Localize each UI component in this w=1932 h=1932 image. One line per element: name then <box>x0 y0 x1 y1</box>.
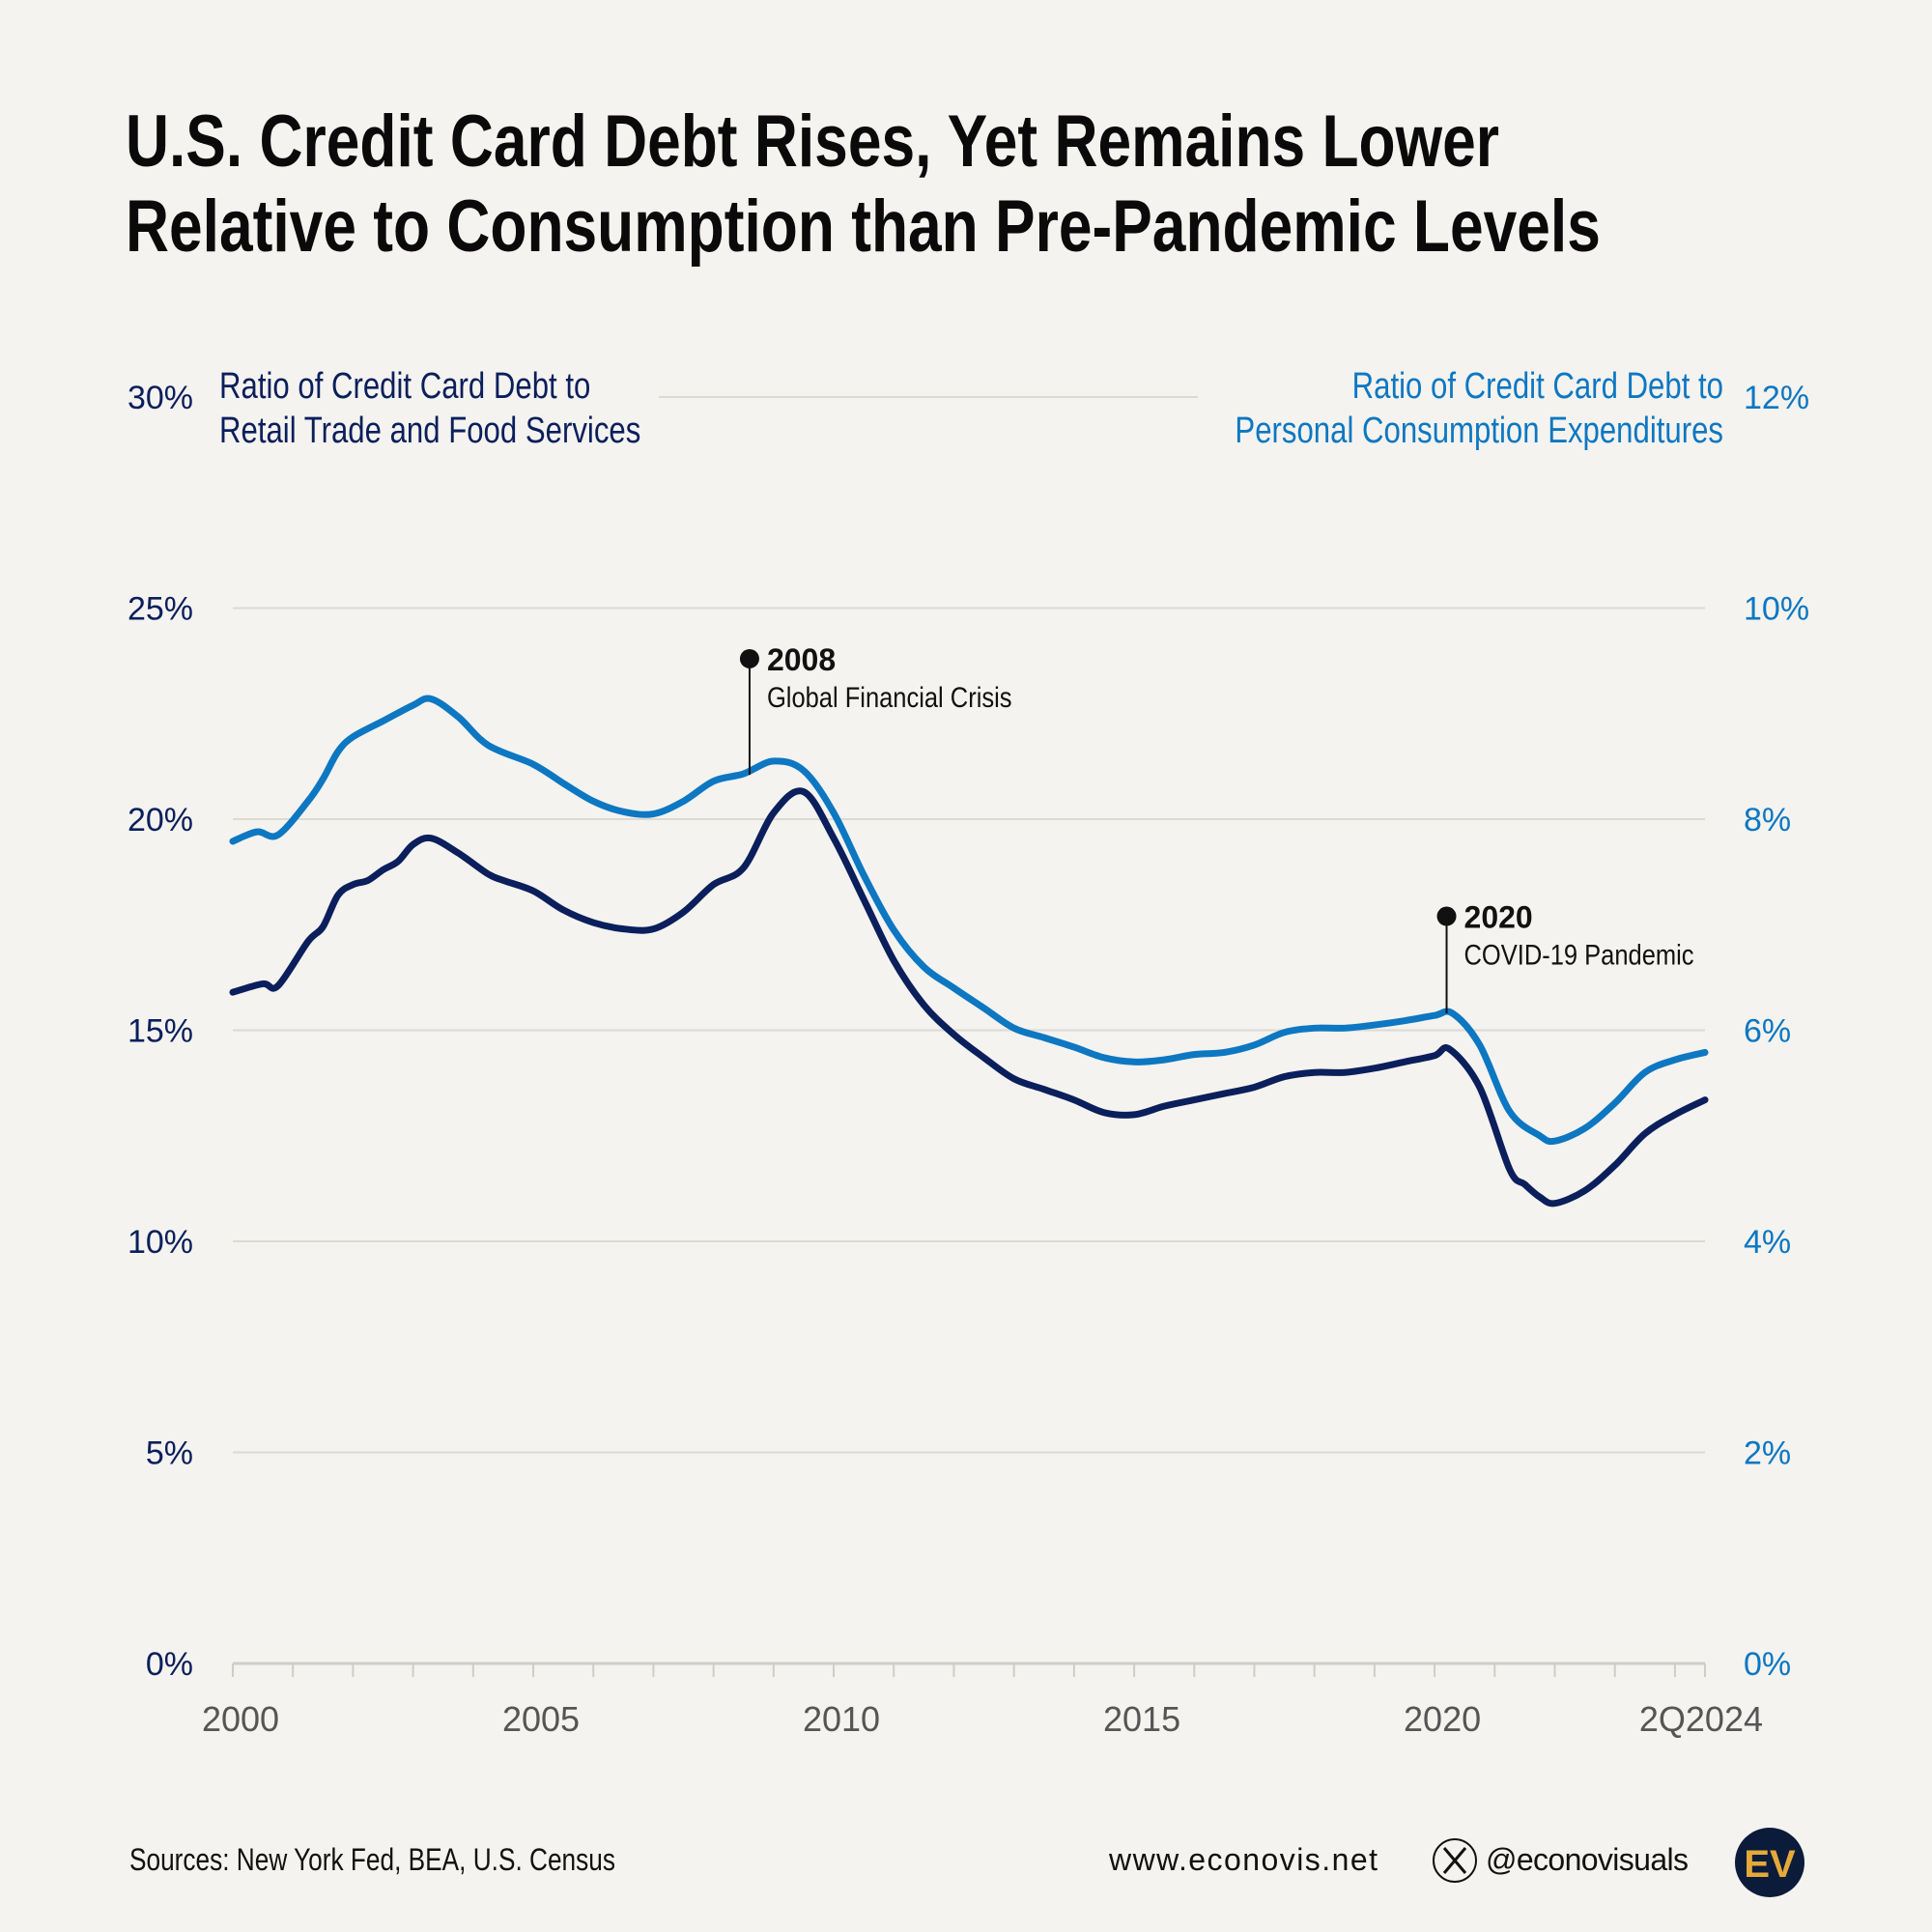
y-left-tick-label: 20% <box>128 802 193 838</box>
series-line-right <box>229 695 1709 1146</box>
y-right-tick-label: 6% <box>1744 1013 1791 1050</box>
y-left-tick-label: 5% <box>146 1435 193 1472</box>
x-tick-label: 2015 <box>1103 1699 1180 1739</box>
title-line-1: U.S. Credit Card Debt Rises, Yet Remains… <box>126 99 1499 182</box>
x-logo-icon <box>1433 1838 1477 1883</box>
y-right-tick-label: 0% <box>1744 1646 1791 1683</box>
annotation-text: Global Financial Crisis <box>767 681 1012 713</box>
x-tick-label: 2020 <box>1404 1699 1481 1739</box>
y-right-tick-label: 12% <box>1744 380 1809 416</box>
y-left-tick-label: 25% <box>128 591 193 628</box>
title-line-2: Relative to Consumption than Pre-Pandemi… <box>126 185 1601 267</box>
y-left-tick-label: 0% <box>146 1646 193 1683</box>
annotation-year: 2008 <box>767 642 836 677</box>
y-left-tick-label: 15% <box>128 1013 193 1050</box>
right-series-label-1: Ratio of Credit Card Debt to <box>1352 366 1723 407</box>
x-tick-label: 2005 <box>502 1699 580 1739</box>
right-series-label-2: Personal Consumption Expenditures <box>1235 411 1723 451</box>
y-right-tick-label: 10% <box>1744 591 1809 628</box>
x-tick-label: 2010 <box>803 1699 880 1739</box>
svg-text:EV: EV <box>1744 1843 1796 1886</box>
annotation-dot <box>739 648 759 668</box>
series-lines <box>229 695 1709 1208</box>
x-tick-label: 2Q2024 <box>1639 1699 1763 1739</box>
gridlines <box>233 396 1705 1454</box>
left-series-label-2: Retail Trade and Food Services <box>219 411 640 451</box>
y-right-tick-label: 2% <box>1744 1435 1791 1472</box>
y-right-tick-label: 8% <box>1744 802 1791 838</box>
annotations: 2008 Global Financial Crisis 2020 COVID-19 … <box>739 642 1694 1014</box>
y-axis-left: 0% 5% 10% 15% 20% 25% 30% <box>128 380 193 1683</box>
website-link[interactable]: www.econovis.net <box>1108 1842 1378 1877</box>
y-right-tick-label: 4% <box>1744 1224 1791 1261</box>
y-left-tick-label: 10% <box>128 1224 193 1261</box>
x-tick-label: 2000 <box>202 1699 279 1739</box>
sources-text: Sources: New York Fed, BEA, U.S. Census <box>129 1844 615 1878</box>
annotation-dot <box>1436 906 1457 926</box>
annotation-year: 2020 <box>1464 900 1533 935</box>
econovis-logo: EV <box>1735 1828 1804 1897</box>
y-axis-right: 0% 2% 4% 6% 8% 10% 12% <box>1744 380 1809 1683</box>
left-series-label-1: Ratio of Credit Card Debt to <box>219 366 590 407</box>
annotation-text: COVID-19 Pandemic <box>1464 939 1694 971</box>
series-line-left <box>229 787 1709 1208</box>
y-left-tick-label: 30% <box>128 380 193 416</box>
x-axis: 2000 2005 2010 2015 2020 2Q2024 <box>202 1662 1763 1739</box>
social-handle[interactable]: @econovisuals <box>1486 1842 1689 1877</box>
